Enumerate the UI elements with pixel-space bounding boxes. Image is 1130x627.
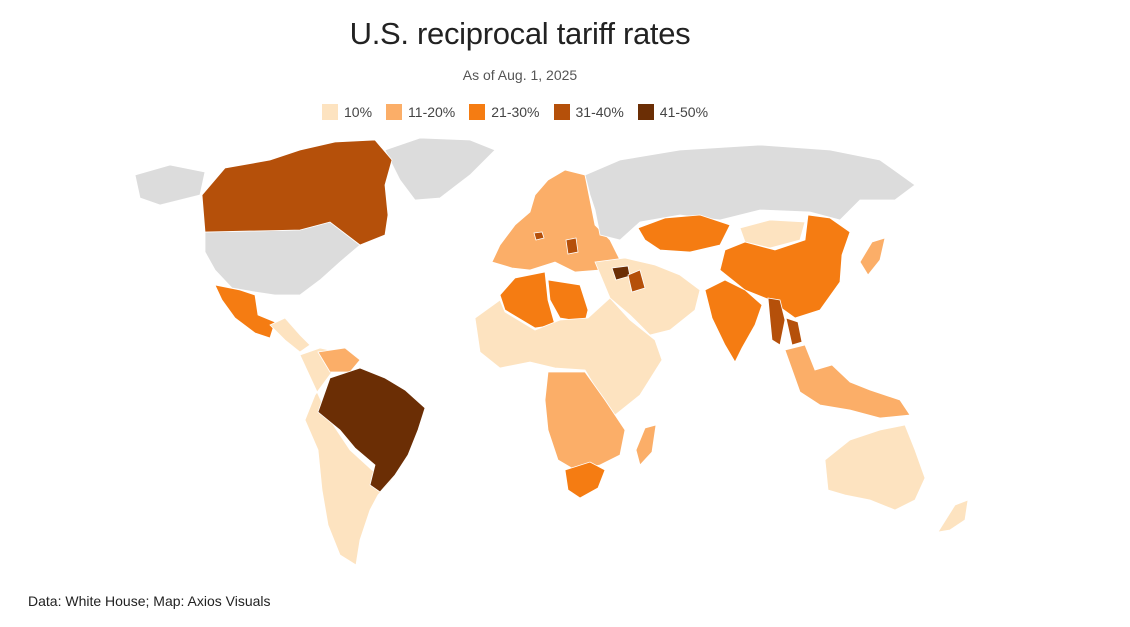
legend-item-31-40: 31-40% [553,104,624,120]
legend-label: 21-30% [491,104,540,120]
region-venezuela[interactable] [317,347,361,373]
region-mexico[interactable] [214,284,276,339]
region-china[interactable] [719,214,851,319]
legend-swatch [637,104,654,120]
region-australia[interactable] [824,424,926,511]
chart-subtitle: As of Aug. 1, 2025 [462,67,578,83]
region-southeast-asia[interactable] [784,344,911,419]
legend-swatch [553,104,570,120]
region-greenland[interactable] [384,137,496,201]
legend-label: 31-40% [575,104,624,120]
legend-item-10: 10% [322,104,372,120]
legend-swatch [386,104,403,120]
region-madagascar[interactable] [635,424,657,466]
region-russia[interactable] [584,144,916,241]
region-japan[interactable] [859,237,886,276]
region-iraq[interactable] [627,269,646,293]
chart-title: U.S. reciprocal tariff rates [349,16,691,51]
region-kazakhstan[interactable] [637,214,731,253]
legend-item-11-20: 11-20% [386,104,455,120]
region-europe[interactable] [491,169,621,273]
region-myanmar[interactable] [767,297,786,346]
legend-label: 41-50% [659,104,709,120]
region-central-america[interactable] [269,317,311,353]
legend-item-41-50: 41-50% [637,104,709,120]
region-switzerland[interactable] [533,231,545,241]
legend-swatch [322,104,338,120]
source-note: Data: White House; Map: Axios Visuals [28,593,271,609]
region-brazil[interactable] [317,367,426,493]
world-map [134,137,969,566]
legend-item-21-30: 21-30% [469,104,540,120]
region-new-zealand[interactable] [937,499,969,533]
region-south-africa[interactable] [564,461,606,499]
legend-swatch [469,104,486,120]
legend: 10% 11-20% 21-30% 31-40% 41-50% [322,104,708,120]
region-africa[interactable] [474,297,663,416]
region-central-africa[interactable] [544,371,626,471]
legend-label: 11-20% [408,104,456,120]
region-india[interactable] [704,279,763,363]
region-serbia[interactable] [565,237,579,255]
region-canada[interactable] [201,139,393,246]
legend-label: 10% [344,104,373,120]
region-laos[interactable] [785,317,803,346]
region-libya[interactable] [547,279,589,323]
